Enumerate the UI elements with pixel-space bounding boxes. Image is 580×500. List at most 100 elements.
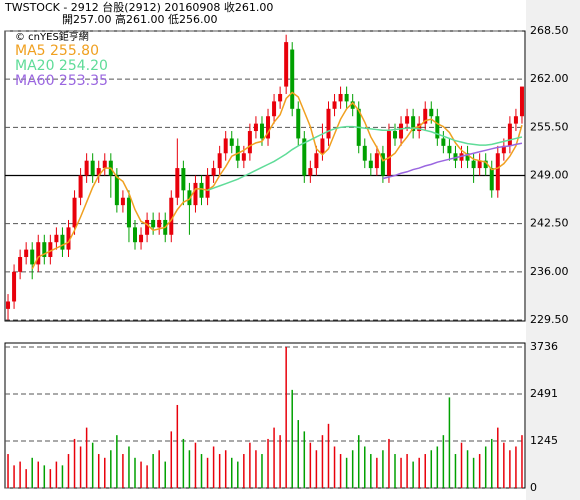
volume-bar <box>49 469 52 488</box>
volume-bar <box>224 450 227 488</box>
candle-body <box>441 138 446 146</box>
volume-bar <box>206 457 209 488</box>
volume-bar <box>388 438 390 488</box>
candle-body <box>362 145 367 161</box>
volume-bar <box>303 431 306 488</box>
candle-body <box>72 197 77 228</box>
candle-body <box>193 182 198 206</box>
volume-bar <box>406 454 408 488</box>
volume-bar <box>73 438 76 488</box>
candle-body <box>120 197 125 206</box>
candle-body <box>229 138 234 146</box>
volume-bar <box>249 442 251 488</box>
candle-body <box>114 175 119 206</box>
volume-bar <box>134 457 136 488</box>
candle-body <box>157 219 162 228</box>
candle-body <box>272 101 277 117</box>
volume-bar <box>466 450 469 488</box>
volume-bar <box>116 435 118 488</box>
candle-body <box>126 197 131 228</box>
ma-line <box>31 91 523 270</box>
volume-bar <box>364 446 366 488</box>
candle-body <box>84 160 89 176</box>
volume-bar <box>382 450 384 488</box>
candle-body <box>284 42 289 87</box>
candle-body <box>308 168 313 176</box>
volume-bar <box>442 435 445 488</box>
candle-body <box>253 123 258 132</box>
volume-bar <box>243 454 245 488</box>
volume-bar <box>472 457 475 488</box>
candle-body <box>513 116 518 124</box>
volume-bar <box>315 450 318 488</box>
volume-bar <box>484 446 487 488</box>
candle-body <box>314 153 319 169</box>
axis-area <box>526 0 580 500</box>
volume-tick-label: 3736 <box>530 340 558 353</box>
volume-bar <box>19 461 21 488</box>
candle-body <box>259 123 264 139</box>
volume-bar <box>261 454 263 488</box>
candle-body <box>175 168 180 198</box>
candle-body <box>350 101 355 109</box>
candle-body <box>368 160 373 169</box>
volume-bar <box>255 450 257 488</box>
volume-bar <box>521 435 523 488</box>
volume-bar <box>321 435 324 488</box>
candle-body <box>18 257 23 272</box>
volume-bar <box>400 457 402 488</box>
volume-bar <box>182 438 185 488</box>
volume-bar <box>218 454 221 488</box>
volume-bar <box>152 454 154 488</box>
candle-body <box>6 301 11 309</box>
volume-bar <box>237 461 239 488</box>
candle-body <box>332 101 337 109</box>
volume-bar <box>91 442 94 488</box>
candle-body <box>199 182 204 198</box>
candle-body <box>78 175 83 198</box>
candle-body <box>102 160 107 169</box>
y-tick-label: 242.50 <box>530 217 569 230</box>
y-tick-label: 268.50 <box>530 24 569 37</box>
candle-body <box>326 108 331 139</box>
volume-bar <box>333 446 336 488</box>
candle-body <box>380 153 385 176</box>
source: © cnYES鉅亨網 <box>15 30 89 43</box>
volume-bar <box>345 457 348 488</box>
volume-bar <box>43 465 46 488</box>
legend-entry: MA20 254.20 <box>15 58 108 74</box>
volume-bar <box>140 461 142 488</box>
candle-body <box>429 108 434 117</box>
volume-bar <box>170 431 173 488</box>
volume-bar <box>37 461 40 488</box>
legend-entry: MA60 253.35 <box>15 73 108 89</box>
candle-body <box>145 219 150 235</box>
candle-body <box>320 138 325 154</box>
volume-bar <box>309 442 312 488</box>
volume-bar <box>122 454 124 488</box>
candle-body <box>54 234 59 243</box>
volume-bar <box>79 446 82 488</box>
volume-bar <box>13 465 15 488</box>
volume-bar <box>61 465 64 488</box>
y-tick-label: 236.00 <box>530 265 569 278</box>
volume-bar <box>418 457 420 488</box>
candle-body <box>133 227 137 243</box>
volume-bar <box>297 420 300 488</box>
volume-bar <box>454 454 457 488</box>
volume-bar <box>25 469 27 488</box>
candle-body <box>36 242 41 265</box>
volume-bar <box>67 454 70 488</box>
volume-bar <box>424 454 426 488</box>
volume-bar <box>357 435 360 488</box>
candle-body <box>483 160 488 169</box>
volume-bar <box>460 442 463 488</box>
volume-bar <box>212 446 215 488</box>
candle-body <box>48 242 53 258</box>
candle-body <box>302 138 307 176</box>
candle-body <box>465 153 470 161</box>
candle-body <box>205 175 210 198</box>
candle-body <box>42 242 47 258</box>
